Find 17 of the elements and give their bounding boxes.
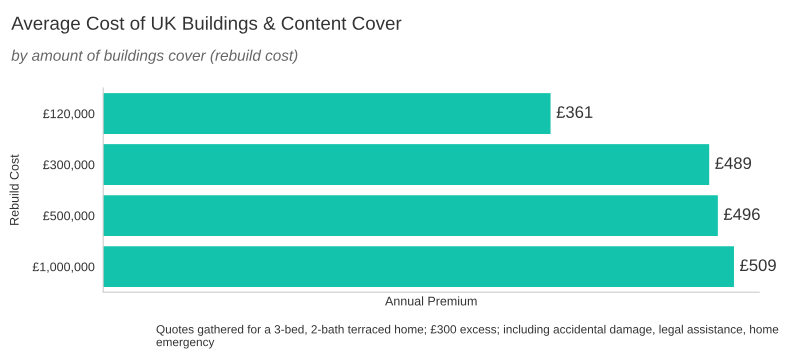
y-tick-label: £300,000 [43,160,94,171]
y-tick-label: £120,000 [43,109,94,120]
data-label: £361 [556,106,592,118]
bar [103,144,710,185]
bar [103,195,718,236]
bar [103,246,734,288]
data-label: £509 [740,259,776,272]
text: Quotes gathered for a 3-bed, 2-bath terraced home; £300 excess; including accidental damage, legal assistance, home emergency [156,324,778,349]
y-axis-title: Rebuild Cost [10,154,19,225]
data-label: £496 [724,208,760,220]
y-tick-label: £500,000 [43,211,94,222]
chart-subtitle: by amount of buildings cover (rebuild cost) [11,50,298,64]
y-tick-label: £1,000,000 [32,262,94,273]
data-label: £489 [715,157,752,170]
x-axis-title: Annual Premium [385,296,477,306]
bar [103,93,551,134]
chart-title: Average Cost of UK Buildings & Content Cover [11,16,402,34]
